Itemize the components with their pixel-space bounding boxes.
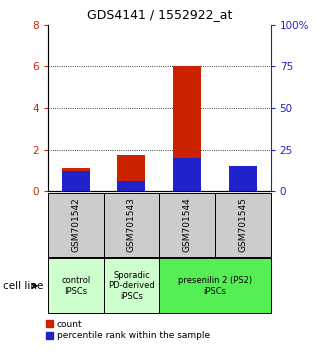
Bar bbox=[48, 258, 104, 313]
Bar bbox=[117, 155, 145, 191]
Bar bbox=[173, 66, 201, 191]
Text: presenilin 2 (PS2)
iPSCs: presenilin 2 (PS2) iPSCs bbox=[178, 276, 252, 296]
Bar bbox=[62, 168, 90, 191]
Title: GDS4141 / 1552922_at: GDS4141 / 1552922_at bbox=[86, 8, 232, 21]
Text: cell line: cell line bbox=[3, 281, 44, 291]
Bar bbox=[117, 181, 145, 191]
Bar bbox=[48, 193, 104, 257]
Bar bbox=[159, 258, 271, 313]
Bar bbox=[229, 166, 257, 191]
Legend: count, percentile rank within the sample: count, percentile rank within the sample bbox=[46, 320, 210, 340]
Text: GSM701543: GSM701543 bbox=[127, 197, 136, 252]
Bar bbox=[229, 180, 257, 191]
Text: GSM701544: GSM701544 bbox=[182, 198, 192, 252]
Bar bbox=[104, 258, 159, 313]
Bar bbox=[215, 193, 271, 257]
Text: GSM701545: GSM701545 bbox=[238, 197, 247, 252]
Text: GSM701542: GSM701542 bbox=[71, 198, 80, 252]
Text: Sporadic
PD-derived
iPSCs: Sporadic PD-derived iPSCs bbox=[108, 271, 155, 301]
Bar bbox=[104, 193, 159, 257]
Text: control
IPSCs: control IPSCs bbox=[61, 276, 90, 296]
Bar bbox=[159, 193, 215, 257]
Bar bbox=[62, 171, 90, 191]
Bar bbox=[173, 158, 201, 191]
